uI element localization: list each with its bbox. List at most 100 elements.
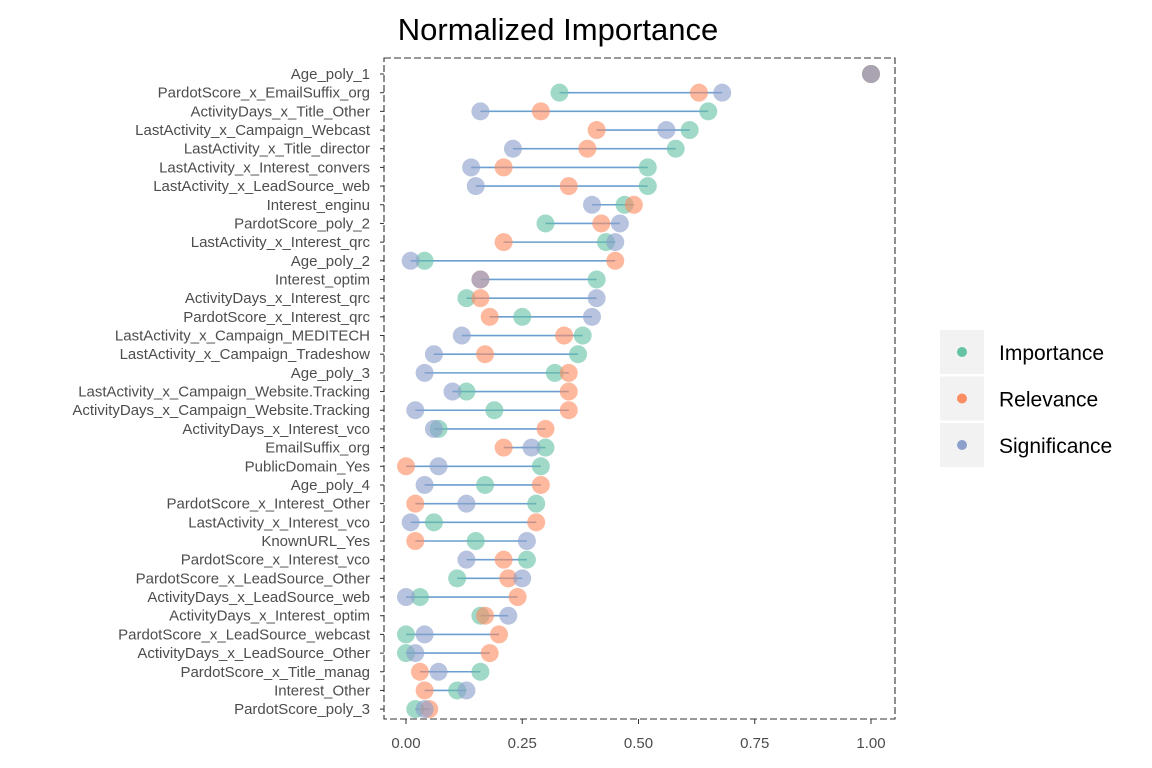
point-significance bbox=[471, 102, 490, 121]
y-tick-label: ActivityDays_x_Title_Other bbox=[190, 103, 370, 120]
plot-panel-border bbox=[383, 57, 896, 720]
y-tick-label: PardotScore_x_EmailSuffix_org bbox=[158, 85, 370, 102]
point-significance bbox=[466, 177, 485, 196]
y-tick-label: PardotScore_x_Interest_Other bbox=[167, 496, 370, 513]
y-tick-label: LastActivity_x_Title_director bbox=[184, 141, 370, 158]
point-relevance bbox=[559, 382, 578, 401]
y-tick-label: PardotScore_poly_3 bbox=[234, 701, 370, 718]
points-layer bbox=[397, 65, 880, 719]
point-significance bbox=[401, 251, 420, 270]
y-tick-label: Age_poly_2 bbox=[291, 253, 370, 270]
point-significance bbox=[443, 382, 462, 401]
y-tick-label: ActivityDays_x_LeadSource_web bbox=[147, 589, 370, 606]
y-tick-label: Interest_optim bbox=[275, 271, 370, 288]
point-significance bbox=[406, 644, 425, 663]
x-tick-label: 0.50 bbox=[624, 735, 653, 752]
point-importance bbox=[536, 214, 555, 233]
point-relevance bbox=[406, 532, 425, 550]
point-relevance bbox=[480, 644, 499, 663]
point-relevance bbox=[559, 363, 578, 382]
y-tick-label: PardotScore_x_Interest_qrc bbox=[183, 309, 370, 326]
point-significance bbox=[452, 326, 471, 345]
point-relevance bbox=[415, 681, 434, 700]
point-significance bbox=[424, 419, 443, 438]
point-importance bbox=[457, 382, 476, 401]
point-importance bbox=[638, 177, 657, 196]
y-tick-label: EmailSuffix_org bbox=[265, 440, 370, 457]
point-relevance bbox=[410, 662, 429, 681]
point-significance bbox=[657, 121, 676, 140]
legend-label: Importance bbox=[999, 342, 1104, 365]
y-tick-label: ActivityDays_x_Interest_vco bbox=[182, 421, 370, 438]
y-tick-label: ActivityDays_x_Interest_optim bbox=[169, 608, 370, 625]
point-relevance bbox=[499, 569, 518, 588]
point-relevance bbox=[578, 139, 597, 158]
point-significance bbox=[429, 662, 448, 681]
point-importance bbox=[476, 475, 495, 494]
point-significance bbox=[471, 270, 490, 289]
y-tick-label: PardotScore_poly_2 bbox=[234, 215, 370, 232]
point-relevance bbox=[536, 419, 555, 438]
point-relevance bbox=[476, 606, 495, 625]
point-relevance bbox=[587, 121, 606, 140]
point-importance bbox=[397, 625, 415, 644]
point-significance bbox=[587, 289, 606, 308]
point-significance bbox=[513, 569, 532, 588]
y-axis: Age_poly_1PardotScore_x_EmailSuffix_orgA… bbox=[72, 66, 384, 718]
point-relevance bbox=[527, 513, 546, 532]
legend-label: Relevance bbox=[999, 389, 1098, 412]
point-importance bbox=[666, 139, 685, 158]
point-relevance bbox=[531, 102, 550, 121]
point-significance bbox=[713, 83, 732, 102]
y-tick-label: PardotScore_x_Interest_vco bbox=[181, 552, 370, 569]
point-significance bbox=[457, 550, 476, 569]
point-relevance bbox=[606, 251, 625, 270]
point-importance bbox=[536, 438, 555, 457]
y-tick-label: LastActivity_x_Campaign_Tradeshow bbox=[120, 346, 371, 363]
point-significance bbox=[401, 513, 420, 532]
y-tick-label: ActivityDays_x_Interest_qrc bbox=[185, 290, 371, 307]
point-significance bbox=[462, 158, 481, 177]
y-tick-label: LastActivity_x_Interest_qrc bbox=[191, 234, 371, 251]
point-relevance bbox=[624, 195, 643, 214]
point-significance bbox=[610, 214, 629, 233]
point-significance bbox=[457, 494, 476, 513]
y-tick-label: Interest_enginu bbox=[267, 197, 370, 214]
point-relevance bbox=[689, 83, 708, 102]
legend-key-dot bbox=[957, 393, 967, 404]
point-significance bbox=[397, 588, 415, 607]
y-tick-label: Age_poly_1 bbox=[291, 66, 370, 83]
point-importance bbox=[680, 121, 699, 140]
point-significance bbox=[415, 475, 434, 494]
point-relevance bbox=[592, 214, 611, 233]
point-relevance bbox=[476, 345, 495, 364]
point-significance bbox=[503, 139, 522, 158]
point-significance bbox=[583, 307, 601, 326]
chart-title: Normalized Importance bbox=[398, 12, 718, 47]
point-importance bbox=[485, 401, 504, 420]
point-importance bbox=[638, 158, 657, 177]
y-tick-label: KnownURL_Yes bbox=[261, 533, 370, 550]
point-importance bbox=[513, 307, 532, 326]
y-tick-label: PardotScore_x_Title_manag bbox=[180, 664, 370, 681]
y-tick-label: LastActivity_x_LeadSource_web bbox=[153, 178, 370, 195]
point-importance bbox=[569, 345, 588, 364]
legend-key-dot bbox=[957, 440, 967, 450]
point-significance bbox=[499, 606, 518, 625]
point-importance bbox=[699, 102, 718, 121]
y-tick-label: LastActivity_x_Campaign_Website.Tracking bbox=[78, 384, 370, 401]
point-significance bbox=[424, 345, 443, 364]
point-significance bbox=[406, 401, 425, 420]
legend: Importance Relevance Significance bbox=[940, 330, 1112, 467]
point-relevance bbox=[490, 625, 508, 644]
point-relevance bbox=[494, 550, 513, 569]
point-relevance bbox=[397, 457, 415, 476]
point-significance bbox=[517, 532, 536, 550]
y-tick-label: PardotScore_x_LeadSource_Other bbox=[136, 570, 370, 587]
point-importance bbox=[573, 326, 592, 345]
point-importance bbox=[466, 532, 485, 550]
point-relevance bbox=[508, 588, 527, 607]
y-tick-label: Interest_Other bbox=[274, 682, 370, 699]
point-relevance bbox=[559, 177, 578, 196]
y-tick-label: ActivityDays_x_Campaign_Website.Tracking bbox=[72, 402, 370, 419]
